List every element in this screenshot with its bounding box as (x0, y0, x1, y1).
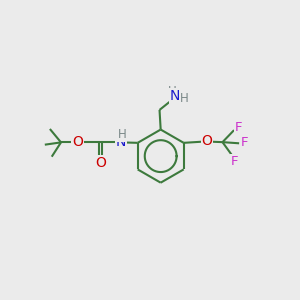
Text: F: F (241, 136, 248, 149)
Text: H: H (179, 92, 188, 105)
Text: F: F (235, 121, 242, 134)
Text: O: O (201, 134, 212, 148)
Text: N: N (116, 135, 126, 149)
Text: F: F (231, 155, 239, 168)
Text: O: O (72, 135, 83, 149)
Text: H: H (118, 128, 126, 141)
Text: H: H (167, 85, 176, 98)
Text: N: N (170, 89, 180, 103)
Text: O: O (95, 156, 106, 170)
